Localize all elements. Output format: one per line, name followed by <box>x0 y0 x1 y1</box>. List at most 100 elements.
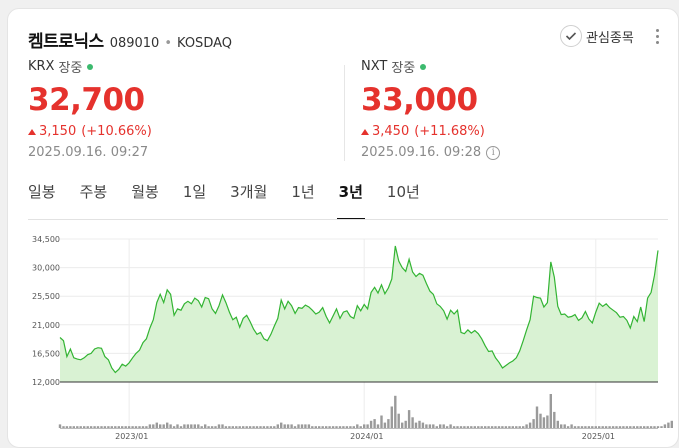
volume-bar <box>145 426 148 428</box>
volume-bar <box>89 426 93 428</box>
tab-monthly[interactable]: 월봉 <box>131 183 159 201</box>
volume-bar <box>338 426 342 428</box>
volume-bar <box>179 426 183 428</box>
volume-bar <box>114 426 117 428</box>
volume-bar <box>141 426 145 428</box>
volume-bar <box>328 426 331 428</box>
up-arrow-icon <box>361 128 369 135</box>
volume-bar <box>383 422 387 428</box>
volume-bar <box>432 424 435 428</box>
volume-bar <box>248 426 252 428</box>
tab-daily[interactable]: 일봉 <box>28 183 56 201</box>
volume-bar <box>207 426 210 428</box>
stock-code: 089010 <box>109 36 160 51</box>
check-icon <box>560 25 582 47</box>
volume-bar <box>515 426 518 428</box>
volume-bar <box>587 426 591 428</box>
volume-bar <box>380 415 383 428</box>
volume-bar <box>480 426 483 428</box>
volume-bar <box>535 406 539 428</box>
volume-bar <box>131 426 134 428</box>
volume-bar <box>439 424 442 428</box>
y-tick-label: 21,000 <box>32 321 60 330</box>
volume-bar <box>649 426 653 428</box>
volume-bar <box>152 424 155 428</box>
volume-bar <box>570 424 573 428</box>
volume-bar <box>352 426 355 428</box>
volume-bar <box>560 424 563 428</box>
volume-bar <box>390 406 393 428</box>
volume-bar <box>643 426 646 428</box>
volume-bar <box>134 426 138 428</box>
tab-weekly[interactable]: 주봉 <box>79 183 108 201</box>
volume-bar <box>269 426 273 428</box>
volume-bar <box>369 420 373 428</box>
volume-bar <box>314 426 317 428</box>
volume-bar <box>456 426 459 428</box>
volume-bar <box>290 424 293 428</box>
period-tabs: 일봉 주봉 월봉 1일 3개월 1년 3년 10년 <box>28 181 444 220</box>
volume-bar <box>522 426 525 428</box>
volume-bar <box>252 426 255 428</box>
volume-bar <box>169 424 172 428</box>
volume-bar <box>487 426 490 428</box>
volume-bar <box>546 415 549 428</box>
volume-bar <box>262 426 266 428</box>
volume-bar <box>96 426 100 428</box>
y-tick-label: 34,500 <box>32 235 60 244</box>
volume-bar <box>376 424 380 428</box>
price-chart[interactable]: 34,500 30,000 25,500 21,000 16,500 12,000 202… <box>8 227 679 448</box>
volume-bar <box>653 426 656 428</box>
volume-bar <box>186 424 190 428</box>
volume-bar <box>366 424 369 428</box>
volume-bar <box>166 422 169 428</box>
volume-bar <box>566 426 570 428</box>
volume-bar <box>404 420 407 428</box>
volume-bar <box>573 426 577 428</box>
volume-bar <box>518 426 521 428</box>
volume-bar <box>124 426 127 428</box>
volume-bar <box>387 419 390 428</box>
volume-bar <box>553 411 556 428</box>
volume-bar <box>625 426 629 428</box>
volume-bar <box>373 419 376 428</box>
x-tick-label: 2023/01 <box>115 432 148 441</box>
volume-bar <box>58 424 62 428</box>
krx-change: 3,150 <box>39 124 77 139</box>
volume-bar <box>255 426 259 428</box>
volume-bar <box>511 426 514 428</box>
krx-time: 2025.09.16. 09:27 <box>28 145 149 160</box>
volume-bar <box>663 424 667 428</box>
volume-bar <box>83 426 86 428</box>
volume-bar <box>418 420 421 428</box>
volume-bar <box>286 424 290 428</box>
volume-bar <box>452 426 456 428</box>
tab-3-years[interactable]: 3년 <box>336 181 366 220</box>
volume-bar <box>477 426 480 428</box>
volume-bar <box>280 422 283 428</box>
tab-10-years[interactable]: 10년 <box>386 183 420 201</box>
volume-bar <box>204 424 207 428</box>
nxt-time: 2025.09.16. 09:28 <box>361 145 482 160</box>
info-icon[interactable]: i <box>486 145 501 160</box>
volume-bar <box>528 422 532 428</box>
volume-bar <box>138 426 141 428</box>
nxt-change-pct: (+11.68%) <box>414 124 485 139</box>
watchlist-label: 관심종목 <box>586 30 634 46</box>
krx-price: 32,700 <box>28 82 145 118</box>
tab-1-year[interactable]: 1년 <box>291 183 315 201</box>
volume-bar <box>231 426 234 428</box>
volume-bar <box>117 426 120 428</box>
watchlist-button[interactable]: 관심종목 <box>560 25 634 47</box>
volume-bar <box>584 426 587 428</box>
volume-bar <box>594 426 597 428</box>
tab-1-day[interactable]: 1일 <box>182 183 207 201</box>
volume-bar <box>193 424 196 428</box>
volume-bar <box>608 426 611 428</box>
volume-bar <box>345 426 349 428</box>
volume-bar <box>325 426 328 428</box>
tab-3-months[interactable]: 3개월 <box>230 183 268 201</box>
volume-bar <box>445 426 449 428</box>
more-options-icon[interactable] <box>651 29 663 47</box>
volume-bar <box>549 394 552 428</box>
